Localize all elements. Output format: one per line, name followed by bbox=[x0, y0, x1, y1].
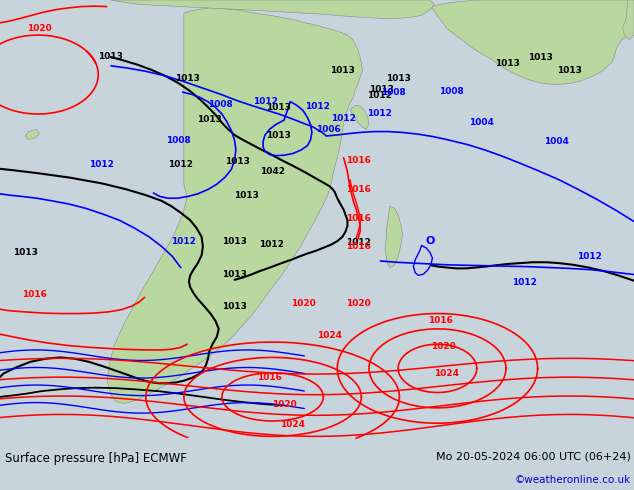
Text: 1020: 1020 bbox=[290, 299, 316, 308]
Text: 1013: 1013 bbox=[233, 191, 259, 199]
Text: 1024: 1024 bbox=[280, 420, 306, 429]
Text: 1016: 1016 bbox=[346, 155, 371, 165]
Text: 1012: 1012 bbox=[304, 101, 330, 111]
Text: 1008: 1008 bbox=[208, 100, 233, 109]
Text: 1012: 1012 bbox=[89, 160, 114, 169]
Text: 1013: 1013 bbox=[385, 74, 411, 83]
Text: 1013: 1013 bbox=[369, 85, 394, 95]
Text: 1012: 1012 bbox=[171, 237, 197, 245]
Polygon shape bbox=[385, 206, 403, 268]
Text: 1012: 1012 bbox=[577, 252, 602, 261]
Text: 1008: 1008 bbox=[439, 87, 464, 96]
Text: 1012: 1012 bbox=[366, 91, 392, 100]
Text: 1012: 1012 bbox=[331, 114, 356, 123]
Text: O: O bbox=[425, 236, 434, 246]
Text: 1012: 1012 bbox=[366, 109, 392, 118]
Text: 1042: 1042 bbox=[260, 167, 285, 175]
Text: 1016: 1016 bbox=[257, 373, 282, 382]
Text: 1013: 1013 bbox=[222, 270, 247, 279]
Text: 1016: 1016 bbox=[346, 185, 371, 194]
Polygon shape bbox=[108, 8, 363, 403]
Polygon shape bbox=[623, 0, 634, 40]
Text: Mo 20-05-2024 06:00 UTC (06+24): Mo 20-05-2024 06:00 UTC (06+24) bbox=[436, 452, 631, 462]
Text: 1012: 1012 bbox=[252, 97, 278, 106]
Text: 1013: 1013 bbox=[197, 115, 222, 124]
Text: 1013: 1013 bbox=[266, 131, 292, 141]
Text: 1004: 1004 bbox=[544, 137, 569, 146]
Text: 1012: 1012 bbox=[512, 278, 538, 287]
Text: 1020: 1020 bbox=[271, 400, 297, 409]
Text: 1024: 1024 bbox=[434, 369, 460, 378]
Text: 1006: 1006 bbox=[316, 125, 341, 134]
Text: 1016: 1016 bbox=[22, 290, 48, 299]
Text: 1016: 1016 bbox=[346, 214, 371, 223]
Polygon shape bbox=[431, 0, 634, 84]
Text: 1013: 1013 bbox=[174, 74, 200, 83]
Text: 1004: 1004 bbox=[469, 118, 495, 127]
Text: 1012: 1012 bbox=[168, 160, 193, 169]
Polygon shape bbox=[350, 105, 369, 129]
Text: Surface pressure [hPa] ECMWF: Surface pressure [hPa] ECMWF bbox=[5, 452, 187, 465]
Text: 1016: 1016 bbox=[346, 242, 371, 251]
Text: 1020: 1020 bbox=[346, 299, 371, 308]
Text: 1013: 1013 bbox=[13, 247, 38, 257]
Text: 1008: 1008 bbox=[380, 88, 406, 97]
Text: 1013: 1013 bbox=[98, 51, 124, 61]
Text: ©weatheronline.co.uk: ©weatheronline.co.uk bbox=[515, 475, 631, 485]
Text: 1008: 1008 bbox=[166, 136, 191, 145]
Text: 1013: 1013 bbox=[495, 59, 520, 68]
Text: 1013: 1013 bbox=[557, 66, 582, 74]
Text: 1013: 1013 bbox=[330, 66, 355, 74]
Text: 1013: 1013 bbox=[222, 302, 247, 312]
Text: 1013: 1013 bbox=[222, 237, 247, 245]
Polygon shape bbox=[25, 129, 39, 140]
Text: 1020: 1020 bbox=[431, 342, 456, 351]
Text: 1012: 1012 bbox=[259, 240, 284, 249]
Polygon shape bbox=[111, 0, 434, 19]
Text: 1024: 1024 bbox=[317, 331, 342, 340]
Text: 1013: 1013 bbox=[225, 157, 250, 166]
Text: 1020: 1020 bbox=[27, 24, 52, 33]
Text: 1012: 1012 bbox=[346, 238, 371, 246]
Text: 1013: 1013 bbox=[266, 103, 292, 112]
Text: 1013: 1013 bbox=[527, 52, 553, 62]
Text: 1016: 1016 bbox=[428, 316, 453, 325]
